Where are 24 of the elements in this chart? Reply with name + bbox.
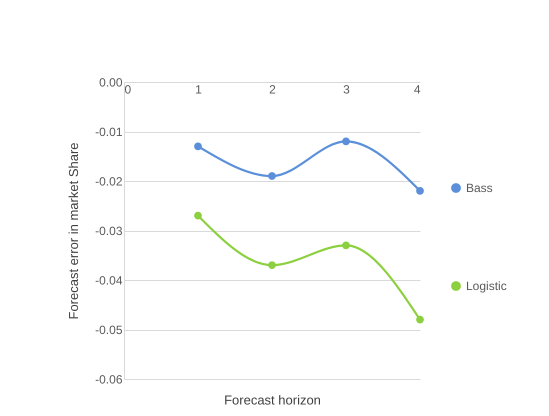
x-tick-label: 1: [195, 82, 202, 96]
point: [268, 261, 276, 270]
point: [268, 172, 276, 180]
y-axis-title: Forecast error in market Share: [66, 142, 82, 320]
point: [194, 142, 202, 150]
y-tick-label: -0.05: [95, 323, 123, 337]
point: [416, 316, 424, 324]
x-tick-label: 2: [269, 82, 276, 96]
x-tick-label: 3: [343, 82, 350, 96]
point: [342, 138, 350, 146]
x-axis-title: Forecast horizon: [224, 392, 321, 408]
y-tick-label: 0.00: [99, 76, 123, 90]
legend-label: Logistic: [466, 279, 507, 293]
y-tick-label: -0.02: [95, 174, 123, 188]
y-tick-label: -0.06: [95, 372, 123, 386]
y-tick-label: -0.03: [95, 224, 123, 238]
point: [416, 187, 424, 195]
point: [194, 212, 202, 220]
point: [342, 241, 350, 250]
x-tick-label: 0: [124, 82, 132, 96]
y-tick-label: -0.01: [95, 125, 123, 139]
y-tick-label: -0.04: [95, 274, 123, 288]
x-tick-label: 4: [414, 82, 421, 96]
legend-label: Bass: [466, 181, 493, 195]
